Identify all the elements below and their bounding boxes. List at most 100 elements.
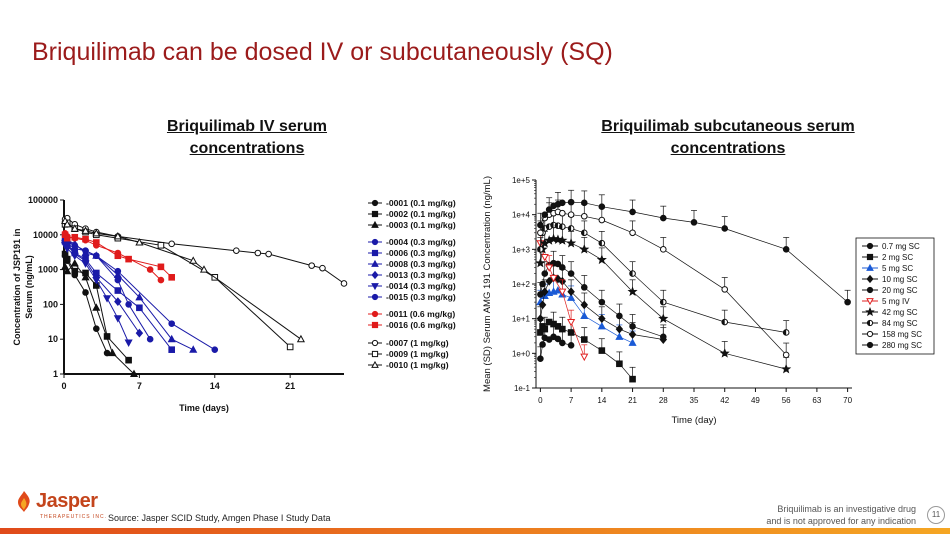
- data-point: [81, 260, 90, 268]
- legend-item-84-mg-sc: 84 mg SC: [862, 319, 918, 328]
- y-axis-label-line2: Serum (ng/mL): [24, 255, 34, 319]
- data-point: [537, 221, 544, 229]
- data-point: [537, 246, 544, 253]
- data-point: [597, 321, 606, 330]
- data-point: [157, 263, 165, 271]
- marker-half-fill: [629, 270, 633, 277]
- disclaimer: Briquilimab is an investigative drug and…: [766, 503, 916, 527]
- legend-label: -0011 (0.6 mg/kg): [386, 309, 455, 319]
- marker-half-fill: [660, 299, 664, 305]
- legend-item-0001-0-1-mg-kg: -0001 (0.1 mg/kg): [368, 198, 456, 208]
- data-point: [580, 300, 589, 310]
- data-point: [567, 342, 575, 349]
- data-point: [113, 231, 122, 240]
- data-point: [567, 287, 575, 297]
- data-point: [114, 287, 122, 294]
- legend-item-158-mg-sc: 158 mg SC: [862, 330, 922, 339]
- series-line: [64, 262, 135, 375]
- data-point: [537, 329, 544, 336]
- x-tick-label: 28: [659, 396, 668, 405]
- legend-label: 280 mg SC: [882, 341, 922, 350]
- data-point: [659, 298, 667, 306]
- legend-marker: [371, 238, 379, 246]
- legend-label: 2 mg SC: [882, 253, 913, 262]
- data-point: [557, 235, 568, 245]
- series-0014-0-3-mg-kg: [61, 242, 133, 347]
- x-axis-label: Time (day): [671, 415, 716, 426]
- data-point: [690, 219, 698, 226]
- legend-item-10-mg-sc: 10 mg SC: [862, 274, 918, 284]
- series-280-mg-sc: [537, 189, 851, 306]
- data-point: [567, 319, 576, 327]
- data-point: [558, 288, 567, 297]
- data-point: [567, 225, 575, 232]
- logo-flame-icon: [14, 491, 34, 518]
- data-point: [167, 334, 176, 343]
- y-tick-label: 10000: [33, 230, 58, 240]
- x-tick-label: 49: [751, 396, 760, 405]
- data-point: [537, 355, 544, 363]
- x-tick-label: 21: [628, 396, 637, 405]
- legend-label: -0002 (0.1 mg/kg): [386, 209, 456, 219]
- legend-label: -0004 (0.3 mg/kg): [386, 237, 456, 247]
- data-point: [567, 211, 575, 218]
- data-point: [189, 345, 198, 353]
- legend-label: 158 mg SC: [882, 330, 922, 339]
- legend-item-0009-1-mg-kg: -0009 (1 mg/kg): [368, 349, 449, 359]
- data-point: [782, 329, 790, 336]
- legend-item-5-mg-sc: 5 mg SC: [862, 263, 913, 273]
- data-point: [566, 237, 577, 248]
- data-point: [63, 245, 72, 254]
- legend-label: 42 mg SC: [882, 308, 918, 317]
- data-point: [659, 333, 667, 341]
- legend-label: -0014 (0.3 mg/kg): [386, 281, 456, 291]
- data-point: [549, 274, 558, 283]
- data-point: [70, 224, 79, 232]
- legend-item-0016-0-6-mg-kg: -0016 (0.6 mg/kg): [368, 320, 456, 330]
- data-point: [157, 241, 165, 249]
- series-0003-0-1-mg-kg: [61, 259, 139, 378]
- data-point: [567, 293, 576, 301]
- data-point: [113, 315, 122, 323]
- data-point: [598, 239, 606, 247]
- y-tick-label: 1e+0: [512, 349, 531, 358]
- legend-label: -0006 (0.3 mg/kg): [386, 248, 456, 258]
- series-0016-0-6-mg-kg: [61, 231, 175, 281]
- legend-item-0002-0-1-mg-kg: -0002 (0.1 mg/kg): [368, 209, 456, 219]
- data-point: [286, 343, 294, 351]
- data-point: [580, 336, 588, 343]
- data-point: [781, 363, 792, 374]
- legend-label: -0009 (1 mg/kg): [386, 349, 449, 359]
- data-point: [129, 369, 139, 378]
- x-tick-label: 21: [285, 381, 295, 391]
- legend-item-0-7-mg-sc: 0.7 mg SC: [862, 242, 920, 251]
- sc-chart: 1e-1 1e+0 1e+1 1e+2 1e+3 1e+4 1e+5 0 7 14 21 28 35 42…: [482, 176, 935, 426]
- data-point: [616, 312, 623, 320]
- legend-item-0011-0-6-mg-kg: -0011 (0.6 mg/kg): [368, 309, 455, 319]
- y-axis-label: Mean (SD) Serum AMG 191 Concentration (n…: [482, 176, 493, 392]
- iv-chart: 1 10 100 1000 10000 100000 0 7 14 21 Time (days) Co…: [12, 195, 456, 413]
- data-point: [265, 250, 272, 258]
- data-point: [92, 303, 101, 311]
- data-point: [559, 264, 566, 271]
- data-point: [545, 206, 553, 213]
- y-tick-label: 1e+3: [512, 245, 531, 254]
- marker-half-fill: [867, 320, 870, 326]
- legend-label: 0.7 mg SC: [882, 242, 920, 251]
- data-point: [629, 208, 636, 216]
- x-tick-label: 0: [61, 381, 66, 391]
- logo-tagline: THERAPEUTICS INC.: [40, 514, 108, 520]
- marker-half-fill: [550, 222, 554, 228]
- data-point: [554, 335, 562, 343]
- data-point: [70, 259, 79, 267]
- y-tick-label: 1e+5: [512, 176, 531, 185]
- marker-half-fill: [581, 229, 585, 236]
- data-point: [559, 339, 566, 347]
- data-point: [168, 320, 175, 327]
- legend-label: 5 mg IV: [882, 297, 910, 306]
- data-point: [782, 351, 790, 359]
- data-point: [254, 249, 262, 257]
- data-point: [189, 256, 198, 264]
- y-tick-label: 10: [48, 334, 58, 344]
- legend-item-42-mg-sc: 42 mg SC: [862, 306, 918, 317]
